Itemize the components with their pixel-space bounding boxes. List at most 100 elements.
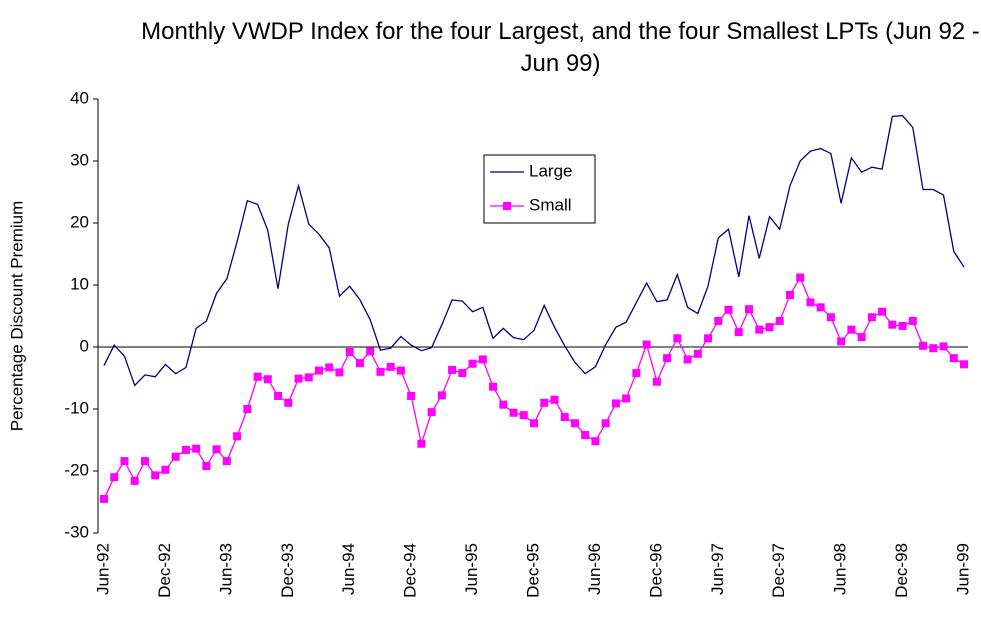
point-marker bbox=[489, 382, 498, 391]
point-marker bbox=[315, 366, 323, 375]
y-tick-label: -10 bbox=[64, 398, 89, 417]
point-marker bbox=[304, 373, 313, 382]
point-marker bbox=[181, 445, 190, 454]
point-marker bbox=[100, 494, 108, 503]
point-marker bbox=[263, 375, 272, 384]
point-marker bbox=[724, 305, 733, 314]
point-marker bbox=[140, 457, 149, 466]
point-marker bbox=[468, 359, 477, 368]
point-marker bbox=[755, 325, 764, 334]
point-marker bbox=[202, 462, 211, 471]
x-tick-label: Jun-92 bbox=[93, 543, 112, 595]
point-marker bbox=[530, 419, 538, 428]
point-marker bbox=[478, 355, 487, 364]
point-marker bbox=[151, 471, 160, 480]
y-tick-label: 10 bbox=[70, 274, 89, 293]
point-marker bbox=[325, 363, 334, 372]
point-marker bbox=[519, 411, 528, 420]
point-marker bbox=[550, 395, 559, 404]
x-tick-label: Jun-94 bbox=[339, 543, 358, 595]
y-axis-label: Percentage Discount Premium bbox=[7, 201, 26, 432]
point-marker bbox=[673, 334, 682, 343]
point-marker bbox=[540, 398, 549, 407]
point-marker bbox=[929, 344, 938, 353]
point-marker bbox=[826, 313, 835, 322]
x-tick-label: Dec-97 bbox=[769, 543, 788, 598]
point-marker bbox=[212, 445, 221, 454]
point-marker bbox=[837, 337, 846, 346]
point-marker bbox=[898, 321, 907, 330]
point-marker bbox=[919, 341, 928, 350]
point-marker bbox=[427, 408, 436, 417]
x-tick-label: Dec-95 bbox=[523, 543, 542, 598]
x-tick-label: Dec-94 bbox=[401, 543, 420, 598]
point-marker bbox=[591, 437, 600, 446]
point-marker bbox=[878, 307, 887, 316]
point-marker bbox=[939, 342, 948, 351]
x-tick-label: Dec-98 bbox=[892, 543, 911, 598]
point-marker bbox=[704, 334, 713, 343]
chart-title: Monthly VWDP Index for the four Largest,… bbox=[141, 18, 980, 77]
legend-label: Large bbox=[529, 161, 572, 180]
point-marker bbox=[611, 399, 620, 408]
point-marker bbox=[570, 419, 579, 428]
series-line bbox=[103, 115, 965, 387]
point-marker bbox=[376, 367, 385, 376]
point-marker bbox=[448, 365, 457, 374]
point-marker bbox=[396, 366, 405, 375]
point-marker bbox=[355, 359, 364, 368]
point-marker bbox=[509, 408, 518, 417]
point-marker bbox=[847, 325, 856, 334]
point-marker bbox=[642, 340, 651, 349]
y-tick-label: 40 bbox=[70, 88, 89, 107]
point-marker bbox=[499, 400, 508, 409]
point-marker bbox=[632, 369, 641, 378]
x-tick-label: Dec-96 bbox=[646, 543, 665, 598]
point-marker bbox=[714, 316, 723, 325]
point-marker bbox=[785, 290, 794, 299]
point-marker bbox=[806, 298, 815, 307]
point-marker bbox=[652, 377, 661, 386]
point-marker bbox=[233, 432, 242, 441]
point-marker bbox=[816, 303, 825, 312]
x-tick-label: Jun-95 bbox=[462, 543, 481, 595]
point-marker bbox=[601, 419, 610, 428]
legend-box bbox=[483, 154, 596, 224]
point-marker bbox=[243, 405, 252, 413]
point-marker bbox=[294, 374, 303, 383]
y-tick-label: 20 bbox=[70, 212, 89, 231]
point-marker bbox=[745, 305, 753, 314]
point-marker bbox=[130, 476, 139, 485]
point-marker bbox=[253, 372, 262, 381]
x-tick-label: Jun-97 bbox=[708, 543, 727, 595]
x-tick-label: Dec-93 bbox=[278, 543, 297, 598]
point-marker bbox=[960, 360, 968, 369]
point-marker bbox=[284, 398, 293, 407]
point-marker bbox=[407, 391, 416, 400]
x-tick-label: Jun-93 bbox=[216, 543, 235, 595]
point-marker bbox=[366, 347, 375, 356]
point-marker bbox=[335, 368, 344, 377]
point-marker bbox=[693, 349, 702, 358]
y-tick-label: 30 bbox=[70, 150, 89, 169]
point-marker bbox=[110, 473, 119, 482]
point-marker bbox=[765, 323, 774, 332]
point-marker bbox=[796, 273, 805, 282]
point-marker bbox=[458, 369, 467, 378]
y-tick-label: -20 bbox=[64, 460, 89, 479]
point-marker bbox=[560, 413, 569, 422]
point-marker bbox=[120, 457, 129, 466]
x-tick-label: Jun-96 bbox=[585, 543, 604, 595]
point-marker bbox=[192, 444, 201, 453]
x-tick-label: Dec-92 bbox=[155, 543, 174, 598]
legend-label: Small bbox=[529, 195, 572, 214]
y-tick-label: 0 bbox=[80, 336, 89, 355]
point-marker bbox=[171, 452, 180, 461]
y-tick-label: -30 bbox=[64, 522, 89, 541]
x-tick-label: Jun-99 bbox=[953, 543, 972, 595]
point-marker bbox=[867, 313, 876, 322]
point-marker bbox=[345, 347, 354, 356]
point-marker bbox=[908, 316, 917, 325]
